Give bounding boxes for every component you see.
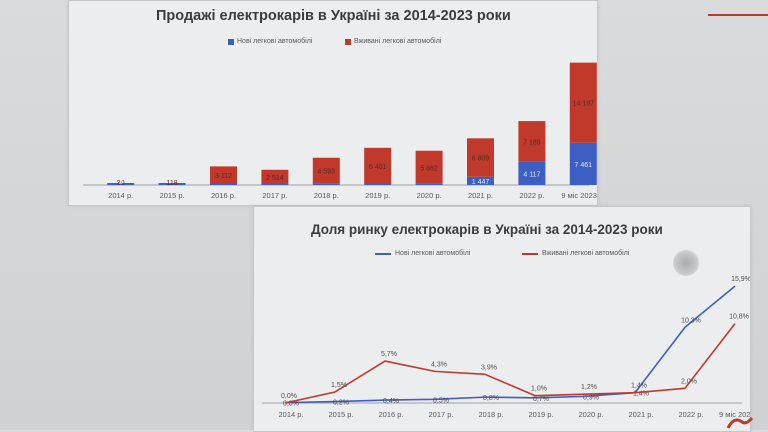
- share-x-tick-9: 9 міс 2023 р.: [719, 410, 750, 419]
- share-line-used: [284, 323, 736, 404]
- share-line-new: [284, 285, 736, 404]
- share-legend-new: Нові легкові автомобілі: [375, 250, 470, 257]
- red-accent-line: [708, 14, 768, 16]
- share-x-tick-0: 2014 р.: [278, 410, 303, 419]
- share-legend-used-label: Вживані легкові автомобілі: [542, 250, 630, 257]
- bar-new-label-9: 7 461: [575, 162, 593, 169]
- bar-used-label-3: 2 514: [266, 175, 284, 182]
- bar-used-0: [107, 183, 135, 184]
- sales-bar-chart: 303 2014 р. 118 2015 р. 3 112 2016 р. 2 514 201…: [83, 62, 597, 200]
- sales-x-tick-1: 2015 р.: [160, 191, 185, 200]
- bar-used-label-5: 6 401: [369, 164, 387, 171]
- sales-chart-title: Продажі електрокарів в Україні за 2014-2…: [156, 8, 511, 24]
- share-label-new-3: 0,5%: [433, 397, 449, 404]
- share-label-used-8: 2,0%: [681, 378, 697, 385]
- share-chart-title: Доля ринку електрокарів в Україні за 201…: [311, 222, 663, 237]
- bar-used-label-0: 30: [117, 180, 125, 187]
- share-x-tick-1: 2015 р.: [328, 410, 353, 419]
- bar-new-label-7: 1 447: [472, 179, 490, 186]
- bar-used-label-4: 4 593: [318, 169, 336, 176]
- blurred-spot: [673, 250, 699, 276]
- share-x-tick-5: 2019 р.: [528, 410, 553, 419]
- legend-line-new: [375, 252, 391, 255]
- share-label-new-5: 0,7%: [533, 396, 549, 403]
- share-label-used-6: 1,2%: [581, 384, 597, 391]
- bar-new-1: [158, 184, 186, 185]
- share-line-chart: 0,0% 0,2% 0,4% 0,5% 0,8% 0,7% 0,9% 1,4% 10,3% 15,…: [262, 276, 750, 419]
- bar-used-label-8: 7 189: [523, 139, 541, 146]
- share-chart-panel: Доля ринку електрокарів в Україні за 201…: [253, 206, 751, 432]
- share-x-tick-3: 2017 р.: [428, 410, 453, 419]
- sales-x-tick-4: 2018 р.: [314, 191, 339, 200]
- share-x-tick-2: 2016 р.: [378, 410, 403, 419]
- bar-used-9: [569, 62, 597, 143]
- bar-used-3: [261, 169, 289, 184]
- share-x-tick-8: 2022 р.: [678, 410, 703, 419]
- bar-new-8: [518, 161, 546, 185]
- share-label-new-8: 10,3%: [681, 317, 701, 324]
- sales-legend-used: Вживані легкові автомобілі: [345, 38, 441, 45]
- sales-chart-panel: Продажі електрокарів в Україні за 2014-2…: [68, 0, 598, 206]
- bar-new-7: [467, 176, 494, 185]
- share-legend-new-label: Нові легкові автомобілі: [395, 250, 471, 257]
- bar-new-2: [210, 184, 237, 185]
- share-x-tick-4: 2018 р.: [478, 410, 503, 419]
- share-label-new-7: 1,4%: [633, 391, 649, 398]
- share-label-new-1: 0,2%: [333, 400, 349, 407]
- bar-new-label-0: 3: [119, 179, 123, 186]
- share-label-used-1: 1,5%: [331, 382, 347, 389]
- sales-x-tick-7: 2021 р.: [468, 191, 493, 200]
- share-x-tick-7: 2021 р.: [628, 410, 653, 419]
- legend-swatch-used: [345, 38, 351, 45]
- share-label-new-0: 0,0%: [283, 401, 299, 408]
- sales-x-tick-5: 2019 р.: [365, 191, 390, 200]
- bar-new-label-8: 4 117: [523, 171, 540, 178]
- sales-x-tick-6: 2020 р.: [417, 191, 442, 200]
- sales-x-tick-3: 2017 р.: [262, 191, 287, 200]
- bar-used-label-6: 5 862: [420, 165, 438, 172]
- share-legend-used: Вживані легкові автомобілі: [522, 250, 629, 257]
- share-label-new-2: 0,4%: [383, 398, 399, 405]
- share-label-used-0: 0,0%: [281, 393, 297, 400]
- bar-new-3: [261, 184, 289, 185]
- bar-used-8: [518, 121, 546, 162]
- legend-swatch-new: [228, 38, 234, 45]
- sales-x-tick-9: 9 міс 2023 р.: [561, 191, 597, 200]
- bar-used-label-2: 3 112: [215, 173, 232, 180]
- share-label-used-9: 10,8%: [729, 314, 749, 321]
- bar-new-4: [312, 183, 340, 185]
- share-label-new-6: 0,9%: [583, 394, 599, 401]
- share-label-used-3: 4,3%: [431, 361, 447, 368]
- bar-used-7: [467, 138, 494, 177]
- sales-x-tick-2: 2016 р.: [211, 191, 236, 200]
- bar-used-4: [312, 157, 340, 184]
- sales-x-tick-0: 2014 р.: [108, 191, 133, 200]
- bar-used-label-7: 6 809: [472, 156, 490, 163]
- sales-x-tick-8: 2022 р.: [519, 191, 544, 200]
- brand-logo-icon: [726, 416, 754, 429]
- share-label-used-4: 3,9%: [481, 364, 497, 371]
- bar-used-5: [364, 147, 392, 184]
- bar-used-label-9: 14 187: [573, 101, 595, 108]
- bar-used-6: [415, 150, 443, 184]
- bar-used-1: [158, 183, 186, 184]
- sales-legend-new-label: Нові легкові автомобілі: [237, 38, 313, 45]
- sales-legend-used-label: Вживані легкові автомобілі: [354, 38, 442, 45]
- bar-new-9: [569, 142, 597, 185]
- bar-used-label-1: 118: [167, 180, 178, 187]
- bar-new-6: [415, 183, 443, 185]
- bar-new-0: [107, 184, 135, 185]
- bar-new-5: [364, 184, 392, 185]
- share-label-new-9: 15,9%: [731, 276, 750, 283]
- share-label-used-7: 1,4%: [631, 383, 647, 390]
- share-label-new-4: 0,8%: [483, 395, 499, 402]
- legend-line-used: [522, 252, 538, 255]
- share-label-used-5: 1,0%: [531, 386, 547, 393]
- sales-legend-new: Нові легкові автомобілі: [228, 38, 312, 45]
- bar-used-2: [210, 166, 237, 184]
- share-label-used-2: 5,7%: [381, 351, 397, 358]
- share-x-tick-6: 2020 р.: [578, 410, 603, 419]
